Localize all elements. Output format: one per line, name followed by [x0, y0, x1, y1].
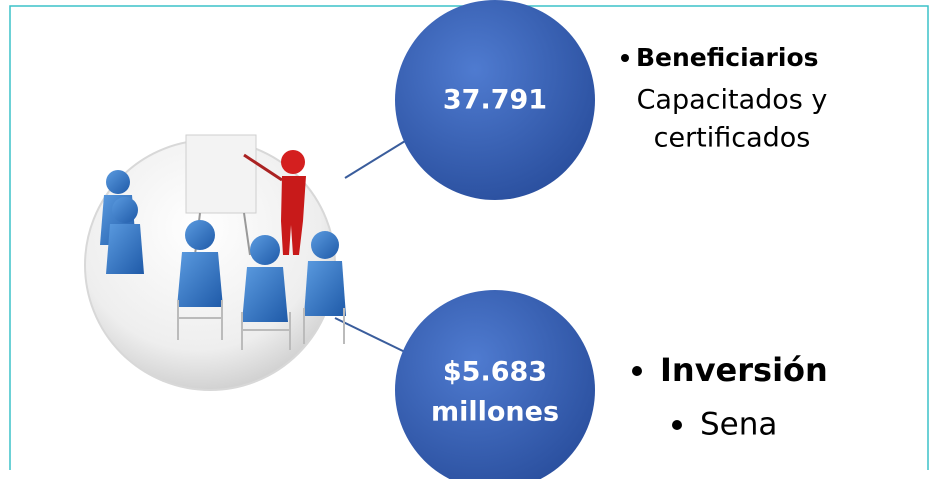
stat-value: $5.683 [443, 357, 547, 388]
bullet [632, 366, 642, 376]
item-heading: Inversión [660, 351, 828, 389]
item-text: Capacitados y [637, 85, 828, 116]
connector [335, 318, 405, 352]
stat-value: millones [431, 397, 559, 428]
item-heading: Beneficiarios [636, 43, 819, 72]
connector [345, 138, 410, 178]
bullet [621, 54, 629, 62]
stat-value: 37.791 [443, 85, 547, 116]
bullet [672, 420, 682, 430]
sub-item: Sena [700, 407, 777, 443]
classroom-illustration [85, 135, 346, 390]
item-text: certificados [654, 123, 811, 154]
slide: 37.791 $5.683 millones Beneficiarios Cap… [0, 0, 939, 479]
